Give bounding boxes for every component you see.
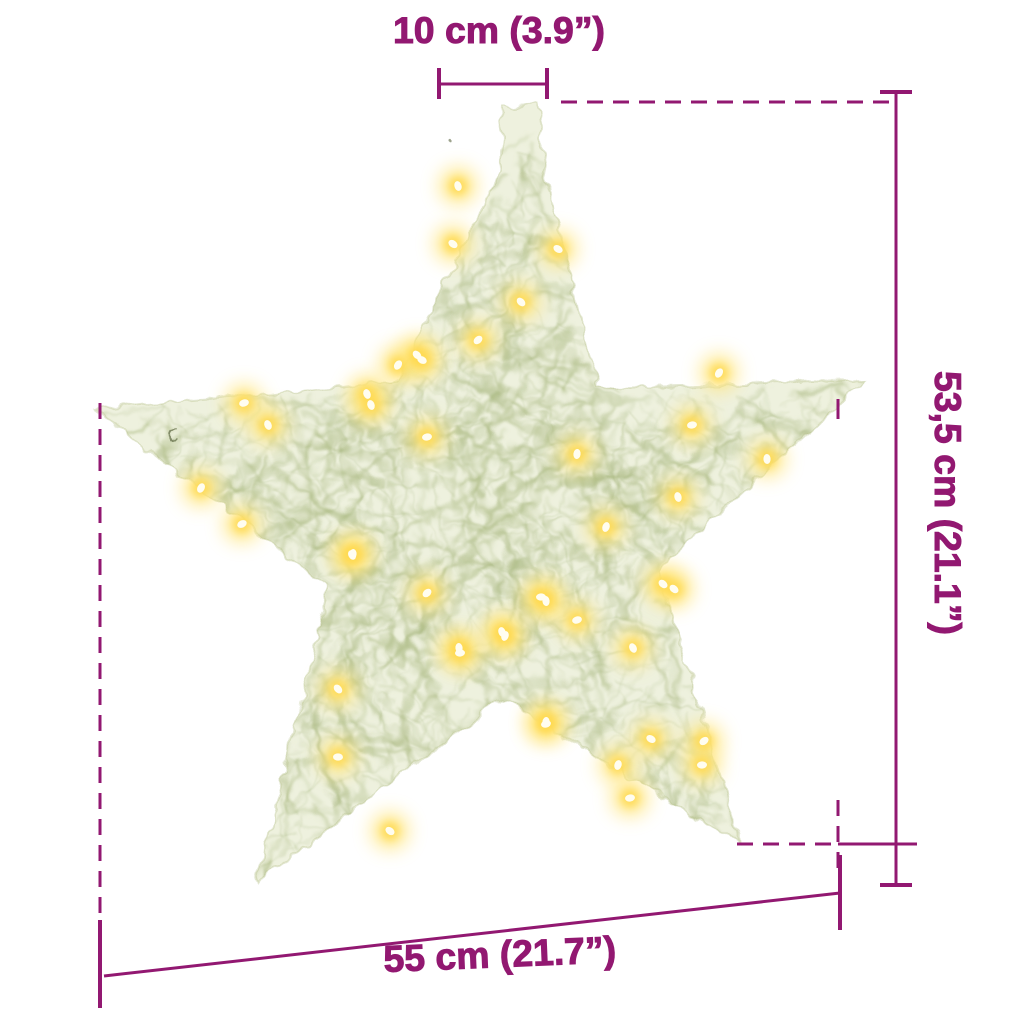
svg-text:10 cm (3.9”): 10 cm (3.9”) bbox=[393, 9, 605, 51]
svg-text:53,5 cm (21.1”): 53,5 cm (21.1”) bbox=[927, 371, 969, 635]
